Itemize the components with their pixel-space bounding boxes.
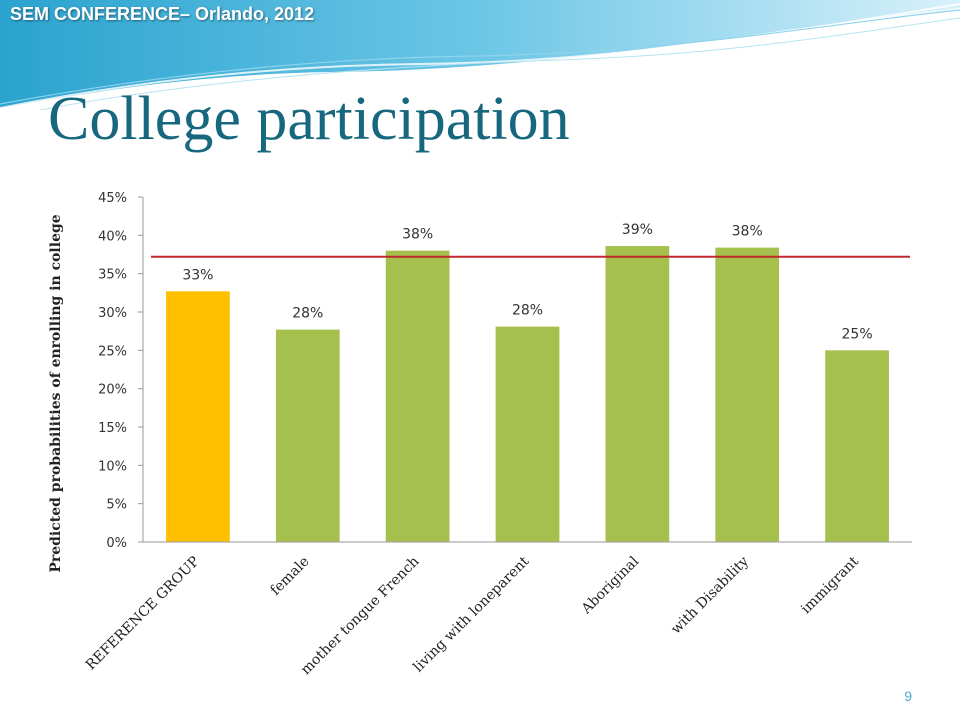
category-label-1: female <box>267 554 312 599</box>
data-label-3: 28% <box>512 303 543 319</box>
category-label-6: immigrant <box>798 553 862 617</box>
y-tick-label: 45% <box>98 191 127 206</box>
data-label-4: 39% <box>622 222 653 238</box>
conference-title: SEM CONFERENCE– Orlando, 2012 <box>10 4 315 24</box>
category-label-5: with Disability <box>668 553 752 637</box>
data-label-0: 33% <box>182 267 213 283</box>
category-label-4: Aboriginal <box>578 553 643 618</box>
header-swoosh <box>0 0 960 110</box>
y-tick-label: 10% <box>98 459 127 474</box>
bar-4 <box>605 246 670 543</box>
category-label-0: REFERENCE GROUP <box>83 554 203 674</box>
y-tick-label: 40% <box>98 229 127 244</box>
y-tick-label: 35% <box>98 268 127 283</box>
bar-6 <box>825 350 889 542</box>
y-tick-label: 15% <box>98 421 127 436</box>
bar-1 <box>275 329 340 542</box>
y-axis-title: Predicted probabilities of enrolling in … <box>48 214 64 572</box>
page-number: 9 <box>904 688 912 704</box>
data-label-1: 28% <box>292 306 323 322</box>
bar-3 <box>495 326 560 542</box>
y-tick-label: 5% <box>106 498 127 513</box>
data-label-2: 38% <box>402 227 433 243</box>
y-tick-label: 25% <box>98 344 127 359</box>
bar-0 <box>166 291 230 542</box>
y-tick-label: 20% <box>98 383 127 398</box>
y-tick-label: 0% <box>106 536 127 551</box>
bar-5 <box>715 247 780 542</box>
page-title: College participation <box>48 85 570 153</box>
y-tick-label: 30% <box>98 306 127 321</box>
category-label-3: living with loneparent <box>410 553 532 675</box>
bar-2 <box>385 250 450 542</box>
data-label-6: 25% <box>842 326 873 342</box>
data-label-5: 38% <box>732 224 763 240</box>
category-label-2: mother tongue French <box>298 554 423 679</box>
